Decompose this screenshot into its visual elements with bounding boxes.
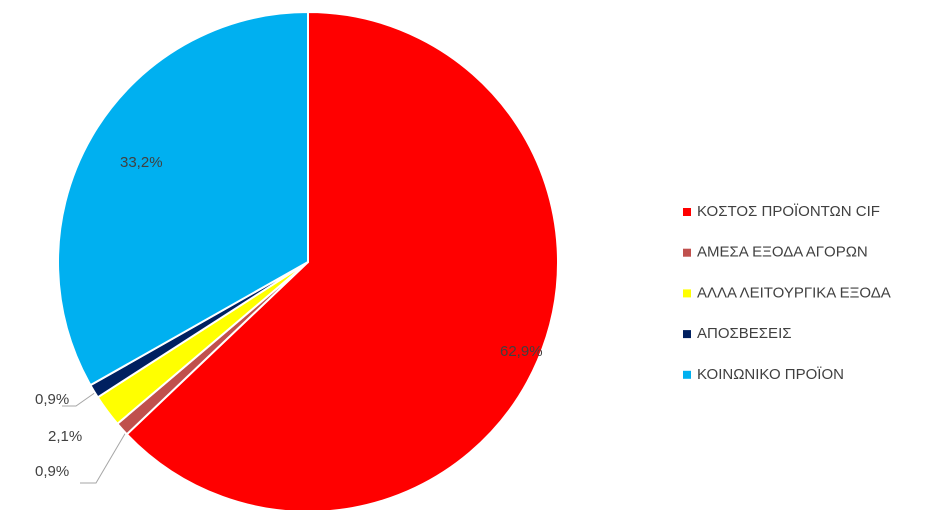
data-label: 0,9% xyxy=(35,463,69,480)
data-label: 62,9% xyxy=(500,343,543,360)
legend-marker xyxy=(683,208,691,216)
data-label: 0,9% xyxy=(35,391,69,408)
legend-label: ΚΟΙΝΩΝΙΚΟ ΠΡΟΪΟΝ xyxy=(697,366,844,383)
data-label: 2,1% xyxy=(48,428,82,445)
pie-slice xyxy=(57,10,309,387)
data-label: 33,2% xyxy=(120,154,163,171)
pie: 62,9% 0,9% 2,1% 0,9% 33,2% ΚΟΣΤΟΣ ΠΡΟΪΟΝΤΩΝ C… xyxy=(35,10,891,510)
leader-line xyxy=(80,431,127,484)
leader-line xyxy=(62,391,97,407)
legend-marker xyxy=(683,248,691,257)
legend-label: ΑΛΛΑ ΛΕΙΤΟΥΡΓΙΚΑ ΕΞΟΔΑ xyxy=(697,284,891,301)
legend-label: ΑΠΟΣΒΕΣΕΙΣ xyxy=(697,325,792,342)
legend-label: ΑΜΕΣΑ ΕΞΟΔΑ ΑΓΟΡΩΝ xyxy=(697,244,868,261)
pie-slice xyxy=(125,10,559,510)
legend-marker xyxy=(683,289,691,298)
legend-marker xyxy=(683,370,691,379)
legend-label: ΚΟΣΤΟΣ ΠΡΟΪΟΝΤΩΝ CIF xyxy=(697,203,880,220)
legend-marker xyxy=(683,330,691,339)
